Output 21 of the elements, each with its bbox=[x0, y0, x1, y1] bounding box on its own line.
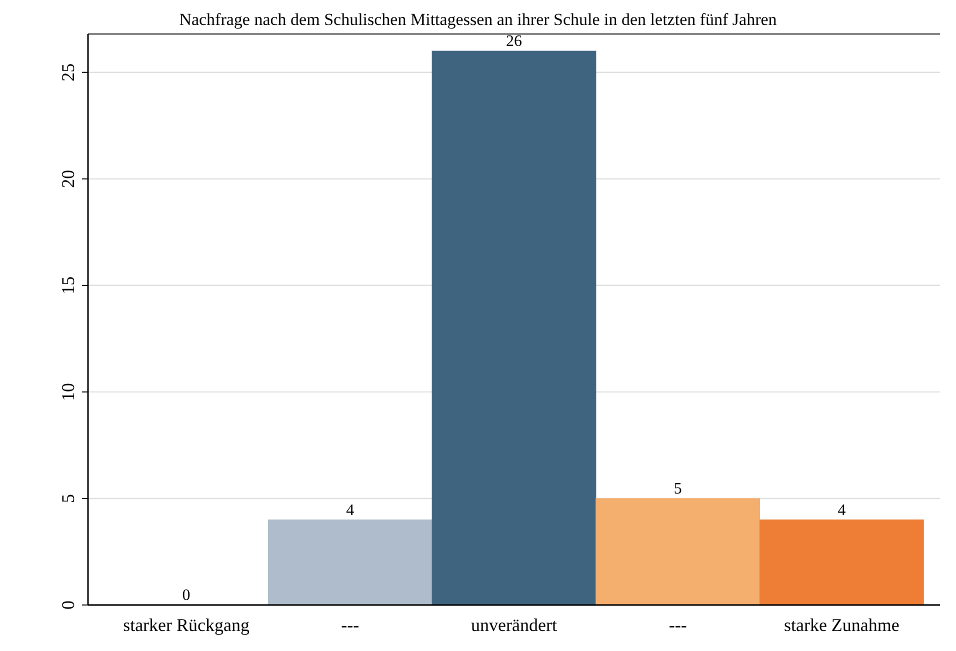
y-tick-label: 25 bbox=[58, 63, 78, 82]
data-label: 4 bbox=[838, 502, 846, 519]
bar bbox=[268, 520, 432, 606]
data-label: 0 bbox=[182, 587, 190, 604]
data-label: 26 bbox=[506, 33, 522, 50]
y-tick-label: 0 bbox=[58, 600, 78, 610]
bar bbox=[596, 498, 760, 606]
chart-title: Nachfrage nach dem Schulischen Mittagessen an ihrer Schule in den letzten fünf Jahren bbox=[179, 10, 778, 29]
x-tick-label: unverändert bbox=[471, 615, 557, 635]
bar bbox=[760, 520, 924, 606]
data-label: 4 bbox=[346, 502, 354, 519]
y-tick-label: 10 bbox=[58, 382, 78, 401]
y-tick-label: 5 bbox=[58, 494, 78, 503]
y-tick-label: 20 bbox=[58, 170, 78, 188]
x-tick-label: --- bbox=[668, 615, 687, 635]
x-tick-label: starker Rückgang bbox=[123, 615, 250, 635]
bar bbox=[432, 50, 596, 606]
x-tick-label: starke Zunahme bbox=[784, 615, 900, 635]
y-tick-label: 15 bbox=[58, 276, 78, 294]
data-label: 5 bbox=[674, 480, 682, 498]
x-tick-label: --- bbox=[341, 615, 360, 635]
